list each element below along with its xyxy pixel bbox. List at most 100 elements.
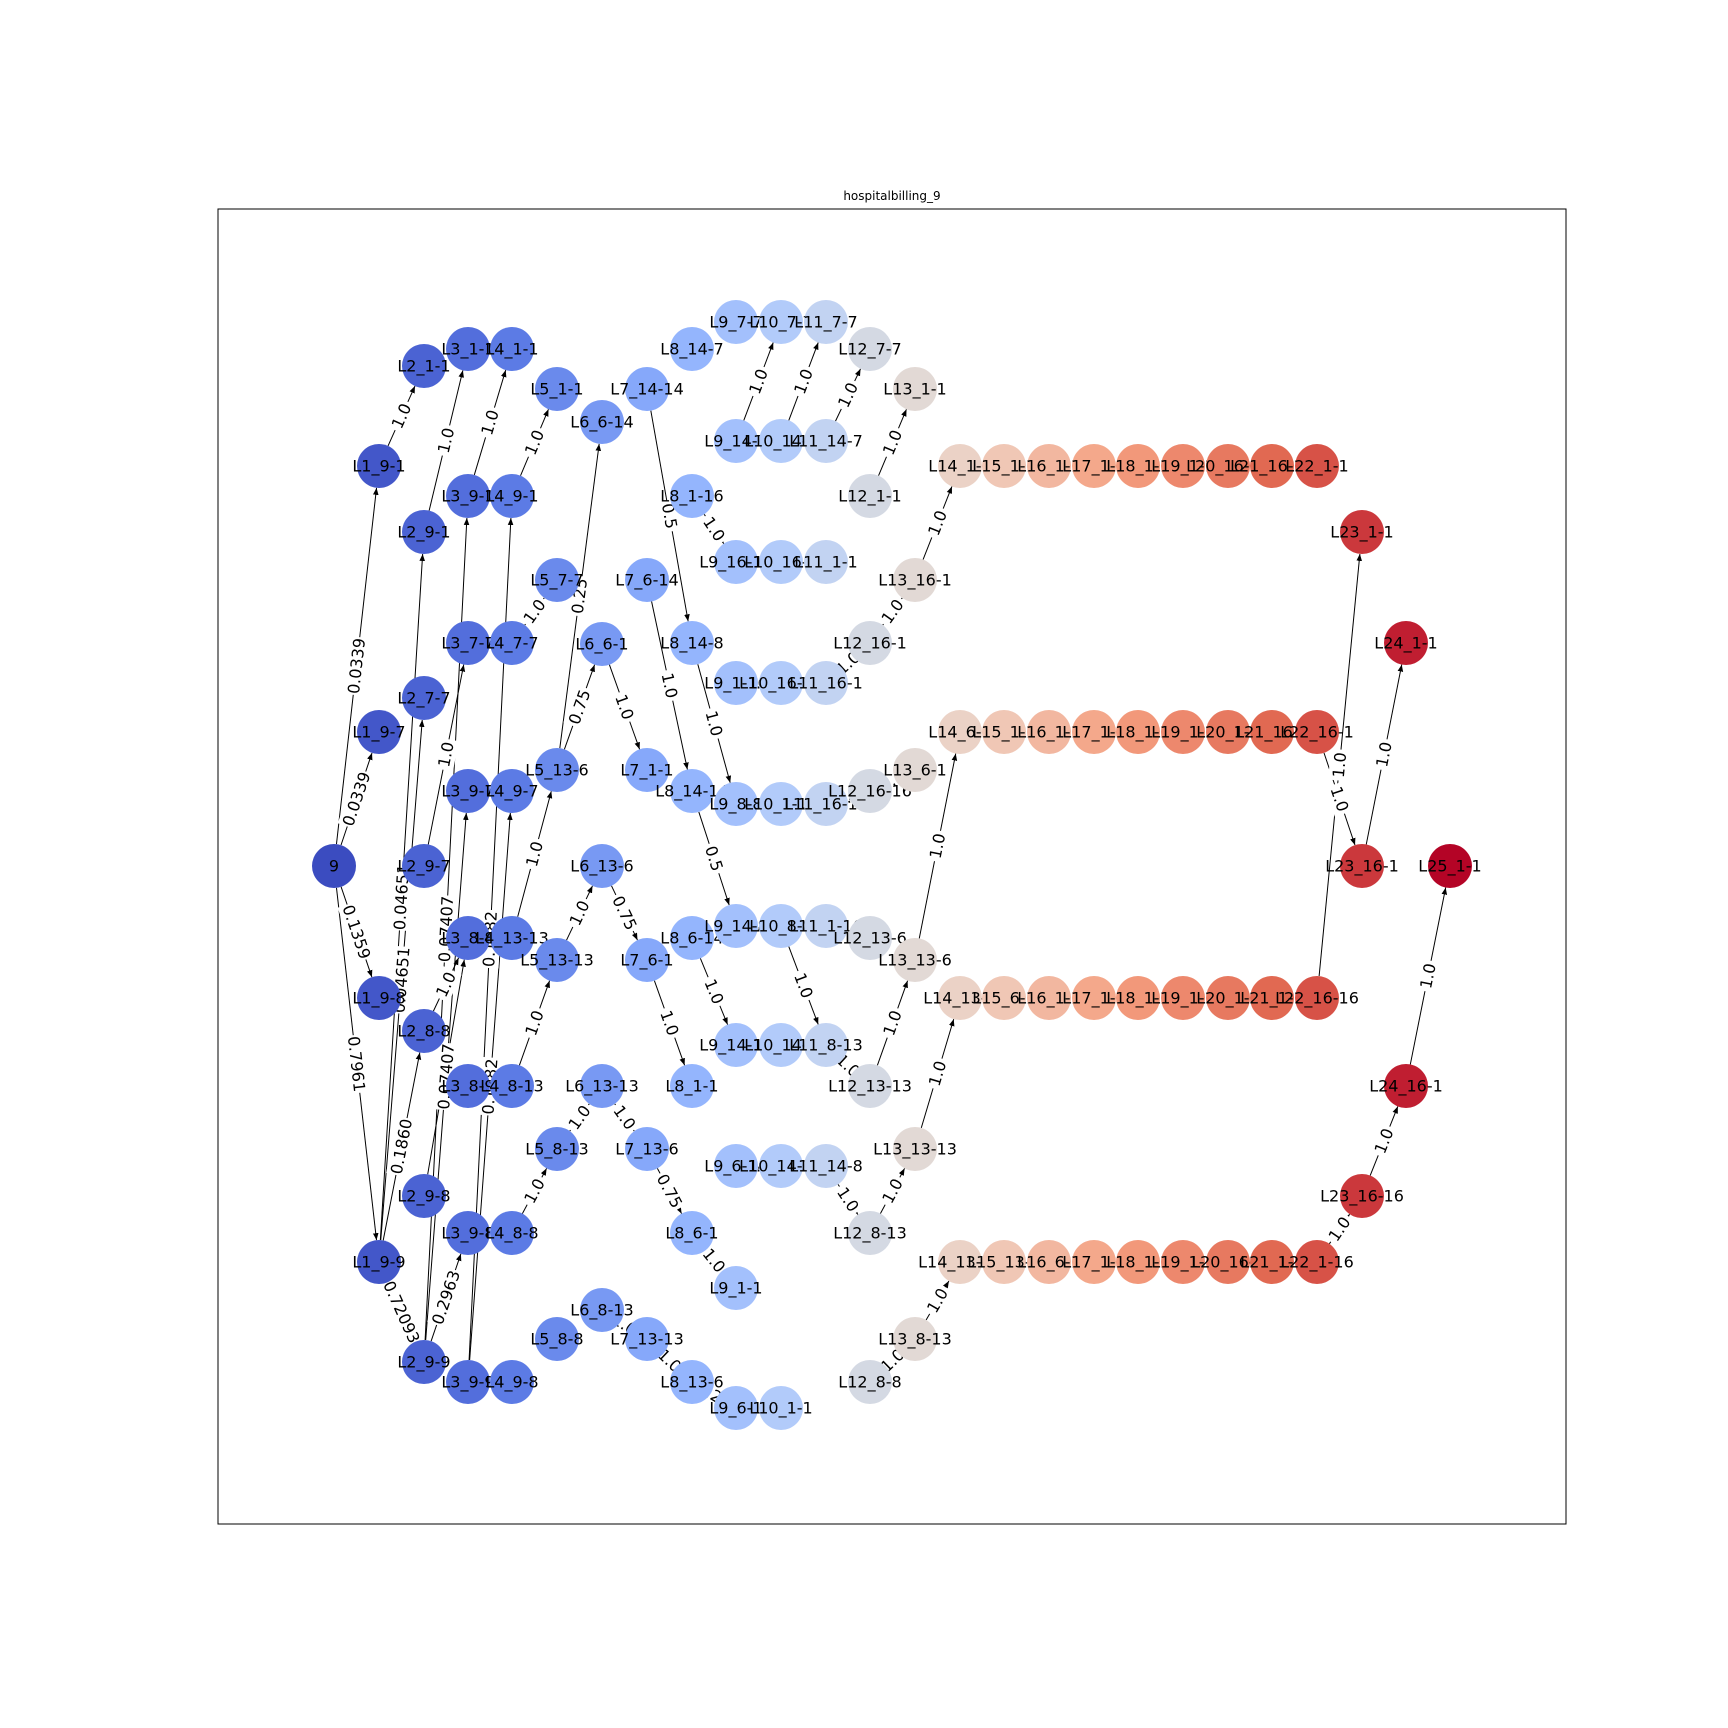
- edge-label-group: 1.0: [562, 1099, 597, 1136]
- node-label: L3_9-9: [441, 1373, 494, 1393]
- edge-label-background: [654, 1005, 685, 1041]
- node-circle: [1027, 976, 1071, 1020]
- node-label: L8_14-8: [660, 634, 723, 654]
- node-label: L14_13-6: [923, 989, 997, 1009]
- graph-node: L13_13-6: [878, 938, 952, 982]
- node-label: L5_13-13: [520, 951, 594, 971]
- graph-node: L18_1-1: [1106, 1240, 1170, 1284]
- node-circle: [759, 1023, 803, 1067]
- edge-label-group: 1.0: [430, 966, 462, 1003]
- edge-label-group: 0.75: [606, 890, 643, 936]
- edge-label-background: [562, 1099, 597, 1136]
- edge-label-group: 1.0: [1415, 958, 1441, 994]
- node-circle: [490, 1360, 534, 1404]
- edge-label-background: [921, 1282, 954, 1319]
- graph-node: L8_1-16: [660, 474, 724, 518]
- node-circle: [312, 844, 356, 888]
- edge-label-background: [518, 1172, 551, 1210]
- graph-node: L11_14-8: [789, 1144, 863, 1188]
- graph-node: L13_6-1: [883, 748, 947, 792]
- graph-node: L14_13-6: [923, 976, 997, 1020]
- node-label: L7_6-1: [620, 951, 673, 971]
- edge-label-group: 1.0: [386, 397, 417, 435]
- node-circle: [759, 904, 803, 948]
- node-circle: [580, 622, 624, 666]
- graph-node: L12_1-1: [838, 474, 902, 518]
- node-circle: [893, 1127, 937, 1171]
- node-circle: [1295, 710, 1339, 754]
- node-label: L11_7-7: [794, 313, 857, 333]
- node-circle: [804, 1023, 848, 1067]
- node-label: L15_1-1: [972, 457, 1035, 477]
- node-circle: [625, 938, 669, 982]
- node-label: L11_1-16: [789, 917, 863, 937]
- node-label: L18_1-1: [1106, 457, 1169, 477]
- node-label: L7_6-14: [615, 571, 678, 591]
- edge-label-background: [923, 1055, 952, 1092]
- node-label: L12_7-7: [838, 340, 901, 360]
- edge-label-background: [788, 967, 819, 1004]
- node-circle: [357, 1240, 401, 1284]
- node-circle: [670, 769, 714, 813]
- graph-node: L11_16-1: [789, 661, 863, 705]
- graph-node: L2_9-9: [397, 1340, 451, 1384]
- node-circle: [1027, 444, 1071, 488]
- graph-node: L8_14-7: [660, 327, 724, 371]
- graph-node: L18_1-1: [1106, 444, 1170, 488]
- node-circle: [535, 938, 579, 982]
- node-circle: [490, 1064, 534, 1108]
- node-circle: [848, 327, 892, 371]
- edge-label-group: 1.0: [921, 1282, 954, 1319]
- graph-node: L7_13-6: [615, 1127, 679, 1171]
- edge-label-background: [700, 705, 728, 742]
- edge-label-group: 0.75: [651, 1168, 688, 1214]
- edge-label-group: 0.72093: [378, 1277, 425, 1347]
- node-circle: [535, 1127, 579, 1171]
- node-circle: [580, 844, 624, 888]
- node-label: L17_1-1: [1062, 723, 1125, 743]
- node-label: L9_7-7: [709, 313, 762, 333]
- edge-label: 1.0: [434, 426, 458, 455]
- node-circle: [714, 782, 758, 826]
- node-label: L16_1-1: [1017, 989, 1080, 1009]
- node-label: L8_6-14: [660, 929, 723, 949]
- node-label: L8_14-14: [655, 782, 729, 802]
- node-circle: [759, 782, 803, 826]
- graph-node: L20_1-1: [1196, 710, 1260, 754]
- node-label: L12_8-8: [838, 1373, 901, 1393]
- node-label: L3_8-9: [441, 1077, 494, 1097]
- node-label: L3_9-7: [441, 782, 494, 802]
- graph-node: L15_6-1: [972, 976, 1036, 1020]
- graph-node: L10_14-14: [739, 1144, 823, 1188]
- node-circle: [804, 419, 848, 463]
- graph-node: L17_1-1: [1062, 710, 1126, 754]
- node-circle: [535, 367, 579, 411]
- graph-node: L21_16-16: [1230, 444, 1314, 488]
- edge-label-group: 1.0: [654, 1005, 685, 1041]
- edge-label-background: [343, 1034, 370, 1094]
- node-circle: [1340, 510, 1384, 554]
- edge-label-group: 0.5: [699, 840, 729, 877]
- node-label: L11_16-1: [789, 674, 863, 694]
- edge-label-group: 1.0: [475, 404, 505, 441]
- node-circle: [714, 661, 758, 705]
- graph-node: L15_1-1: [972, 444, 1036, 488]
- graph-node: L5_13-6: [525, 748, 589, 792]
- node-label: L12_13-13: [828, 1077, 912, 1097]
- graph-node: L14_13-13: [918, 1240, 1002, 1284]
- edge-label-group: 1.0: [875, 593, 910, 630]
- node-label: L2_9-8: [397, 1187, 450, 1207]
- node-label: L20_1-1: [1196, 989, 1259, 1009]
- graph-node: L21_16-1: [1235, 710, 1309, 754]
- node-circle: [670, 1211, 714, 1255]
- node-circle: [625, 1317, 669, 1361]
- edge-label-group: 1.0: [743, 363, 774, 400]
- node-label: L9_16-16: [699, 553, 773, 573]
- node-label: L7_14-14: [610, 380, 684, 400]
- edge-label-background: [699, 840, 729, 877]
- node-circle: [938, 444, 982, 488]
- edge-label-group: 1.0: [1371, 737, 1397, 772]
- node-label: L2_1-1: [397, 357, 450, 377]
- node-circle: [625, 558, 669, 602]
